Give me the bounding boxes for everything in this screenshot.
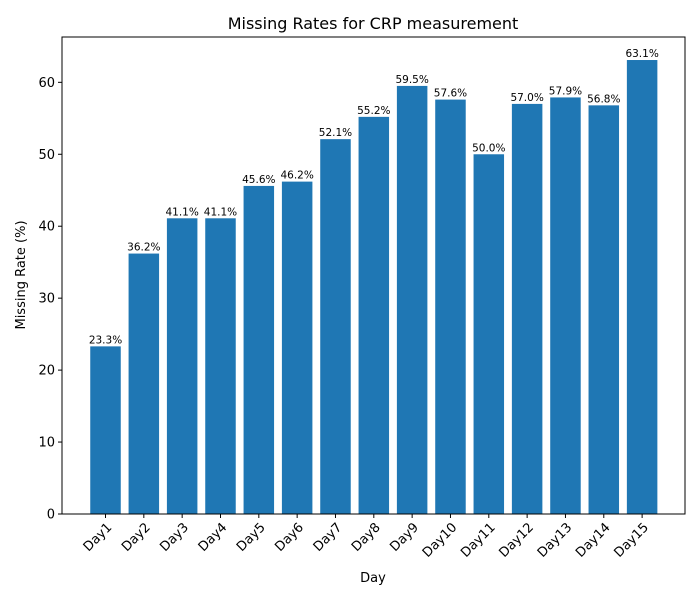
data-label-day13: 57.9% [549,85,582,97]
data-label-day5: 45.6% [242,174,275,186]
bars-group [90,60,658,515]
data-label-day10: 57.6% [434,88,467,100]
y-tick-label-10: 10 [38,436,55,451]
y-tick-label-20: 20 [38,364,55,379]
y-tick-label-0: 0 [47,508,55,523]
chart-title: Missing Rates for CRP measurement [228,14,519,33]
data-label-day2: 36.2% [127,242,160,254]
x-tick-label-day8: Day8 [349,520,384,555]
data-label-day12: 57.0% [510,92,543,104]
x-tick-label-day7: Day7 [311,520,346,555]
x-tick-label-day3: Day3 [157,520,192,555]
x-tick-label-day13: Day13 [535,520,575,560]
data-label-day8: 55.2% [357,105,390,117]
data-label-day11: 50.0% [472,142,505,154]
data-label-day9: 59.5% [395,74,428,86]
x-tick-label-day2: Day2 [119,520,154,555]
x-tick-label-day9: Day9 [387,520,422,555]
bar-day15 [626,60,658,515]
bar-day2 [128,253,160,514]
data-label-day3: 41.1% [165,206,198,218]
bar-day8 [358,116,390,515]
x-axis: Day1 Day2 Day3 Day4 Day5 Day6 Day7 Day8 Day9Day1… [81,514,652,561]
y-tick-label-30: 30 [38,292,55,307]
bar-day4 [205,218,236,515]
bar-day10 [435,99,466,514]
data-label-day7: 52.1% [319,127,352,139]
x-tick-label-day15: Day15 [611,520,651,560]
bar-day11 [473,154,505,514]
x-axis-title: Day [360,571,386,586]
bar-day9 [396,85,428,515]
x-tick-label-day1: Day1 [81,520,116,555]
bar-day14 [588,105,620,514]
x-tick-label-day11: Day11 [458,520,498,560]
data-labels-group: 23.3% 36.2% 41.1% 41.1% 45.6% 46.2% 52.1% 55.2%… [89,48,659,346]
bar-day3 [166,218,198,515]
bar-day6 [281,181,313,515]
data-label-day14: 56.8% [587,93,620,105]
bar-day12 [511,103,543,514]
x-tick-label-day14: Day14 [573,520,613,560]
x-tick-label-day5: Day5 [234,520,269,555]
bar-day5 [243,185,275,514]
x-tick-label-day6: Day6 [272,520,307,555]
y-tick-label-60: 60 [38,76,55,91]
y-axis: 0 10 20 30 40 50 60 [38,76,62,523]
bar-day13 [550,97,581,515]
data-label-day15: 63.1% [625,48,658,60]
data-label-day6: 46.2% [280,170,313,182]
x-tick-label-day4: Day4 [196,520,231,555]
y-tick-label-40: 40 [38,220,55,235]
x-tick-label-day10: Day10 [420,520,460,560]
data-label-day4: 41.1% [204,206,237,218]
x-tick-label-day12: Day12 [496,520,536,560]
plot-frame [61,36,686,515]
data-label-day1: 23.3% [89,334,122,346]
y-axis-title: Missing Rate (%) [14,220,29,329]
bar-day7 [320,139,351,514]
bar-day1 [90,346,121,514]
y-tick-label-50: 50 [38,148,55,163]
